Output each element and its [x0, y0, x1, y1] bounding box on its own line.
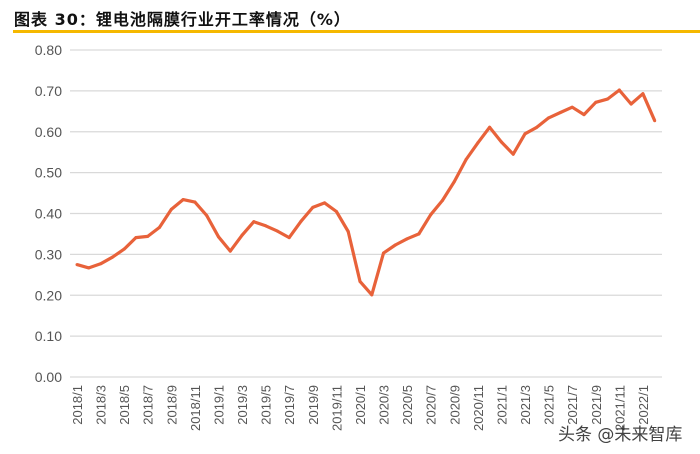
- data-point: [440, 198, 444, 202]
- data-point: [417, 232, 421, 236]
- data-point: [476, 141, 480, 145]
- x-tick-label: 2019/9: [306, 385, 321, 425]
- x-tick-label: 2018/1: [70, 385, 85, 425]
- data-point: [146, 234, 150, 238]
- data-line: [76, 88, 657, 297]
- data-point: [169, 207, 173, 211]
- data-point: [311, 205, 315, 209]
- y-tick-label: 0.20: [35, 287, 62, 303]
- data-point: [252, 220, 256, 224]
- y-tick-label: 0.10: [35, 328, 62, 344]
- data-point: [158, 225, 162, 229]
- x-tick-label: 2021/5: [542, 385, 557, 425]
- data-point: [499, 140, 503, 144]
- data-point: [110, 255, 114, 259]
- data-point: [323, 201, 327, 205]
- x-tick-label: 2019/3: [235, 385, 250, 425]
- x-tick-label: 2020/1: [353, 385, 368, 425]
- x-tick-label: 2020/11: [471, 385, 486, 431]
- y-tick-label: 0.40: [35, 206, 62, 222]
- data-point: [275, 229, 279, 233]
- data-point: [629, 102, 633, 106]
- x-tick-label: 2021/3: [518, 385, 533, 425]
- data-point: [87, 266, 91, 270]
- data-point: [405, 237, 409, 241]
- data-point: [641, 92, 645, 96]
- x-tick-label: 2019/1: [211, 385, 226, 425]
- data-point: [488, 125, 492, 129]
- x-tick-label: 2018/11: [188, 385, 203, 431]
- data-point: [205, 214, 209, 218]
- data-point: [617, 88, 621, 92]
- data-point: [228, 249, 232, 253]
- data-point: [594, 100, 598, 104]
- y-tick-label: 0.80: [35, 42, 62, 58]
- data-point: [264, 224, 268, 228]
- y-tick-label: 0.00: [35, 369, 62, 385]
- data-point: [99, 262, 103, 266]
- data-point: [523, 132, 527, 136]
- data-point: [452, 180, 456, 184]
- y-tick-label: 0.60: [35, 124, 62, 140]
- chart-title: 图表 30：锂电池隔膜行业开工率情况（%）: [14, 10, 351, 29]
- data-point: [653, 119, 657, 123]
- data-point: [181, 198, 185, 202]
- data-point: [122, 247, 126, 251]
- x-tick-label: 2021/9: [589, 385, 604, 425]
- x-tick-label: 2022/1: [636, 385, 651, 425]
- data-point: [240, 233, 244, 237]
- data-point: [464, 158, 468, 162]
- x-tick-label: 2018/3: [94, 385, 109, 425]
- x-tick-label: 2018/9: [164, 385, 179, 425]
- y-tick-label: 0.30: [35, 246, 62, 262]
- x-tick-label: 2019/11: [329, 385, 344, 431]
- y-tick-label: 0.50: [35, 165, 62, 181]
- data-point: [606, 97, 610, 101]
- data-point: [393, 243, 397, 247]
- data-point: [346, 229, 350, 233]
- data-point: [299, 219, 303, 223]
- x-tick-label: 2019/5: [259, 385, 274, 425]
- data-point: [558, 111, 562, 115]
- x-tick-label: 2021/1: [494, 385, 509, 425]
- data-point: [75, 263, 79, 267]
- data-point: [547, 116, 551, 120]
- data-point: [358, 279, 362, 283]
- title-underline: [13, 30, 700, 33]
- data-point: [334, 209, 338, 213]
- data-point: [193, 200, 197, 204]
- y-tick-label: 0.70: [35, 83, 62, 99]
- data-point: [134, 236, 138, 240]
- data-point: [511, 152, 515, 156]
- data-point: [287, 236, 291, 240]
- x-tick-label: 2019/7: [282, 385, 297, 425]
- data-point: [429, 213, 433, 217]
- x-tick-label: 2020/3: [377, 385, 392, 425]
- data-point: [370, 293, 374, 297]
- data-point: [216, 235, 220, 239]
- x-tick-label: 2021/11: [612, 385, 627, 431]
- data-point: [570, 105, 574, 109]
- x-tick-label: 2018/5: [117, 385, 132, 425]
- x-tick-label: 2020/9: [447, 385, 462, 425]
- x-tick-label: 2020/5: [400, 385, 415, 425]
- data-point: [382, 251, 386, 255]
- watermark: 头条 @未来智库: [558, 425, 683, 445]
- x-tick-label: 2018/7: [141, 385, 156, 425]
- data-point: [582, 113, 586, 117]
- x-tick-label: 2020/7: [424, 385, 439, 425]
- data-point: [535, 125, 539, 129]
- x-tick-label: 2021/7: [565, 385, 580, 425]
